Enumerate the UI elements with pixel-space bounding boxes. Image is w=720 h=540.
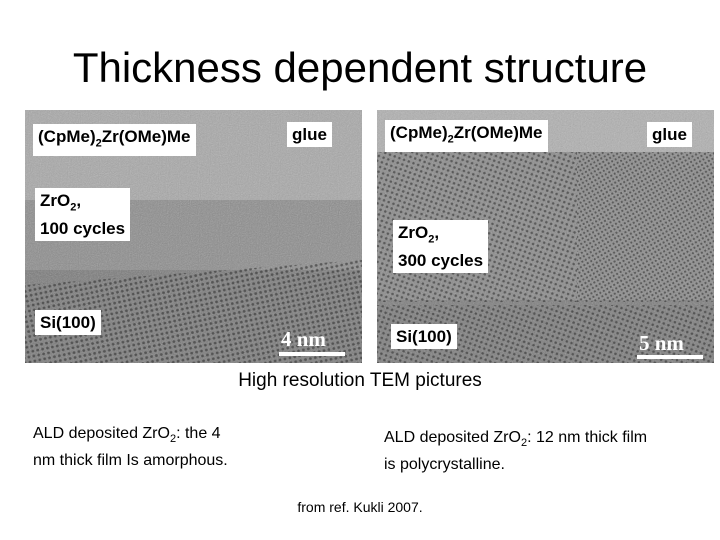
reference-text: from ref. Kukli 2007. xyxy=(297,499,423,515)
right-note: ALD deposited ZrO2: 12 nm thick film is p… xyxy=(384,429,648,474)
tem-image-300-cycles: (CpMe)2Zr(OMe)Me glue ZrO2, 300 cycles Si… xyxy=(377,110,714,363)
substrate-label: Si(100) xyxy=(35,310,101,335)
glue-label: glue xyxy=(287,122,332,147)
substrate-label: Si(100) xyxy=(391,324,457,349)
precursor-label: (CpMe)2Zr(OMe)Me xyxy=(385,120,548,153)
glue-label: glue xyxy=(647,122,692,147)
scale-label: 5 nm xyxy=(639,331,684,355)
scale-label: 4 nm xyxy=(281,327,326,351)
film-label: ZrO2, 100 cycles xyxy=(35,188,131,242)
figure-caption: High resolution TEM pictures xyxy=(238,370,482,391)
left-note: ALD deposited ZrO2: the 4 nm thick film I… xyxy=(33,425,228,470)
slide-title: Thickness dependent structure xyxy=(72,44,648,91)
scale-bar xyxy=(637,355,703,359)
precursor-label: (CpMe)2Zr(OMe)Me xyxy=(33,124,196,157)
tem-image-100-cycles: (CpMe)2Zr(OMe)Me glue ZrO2, 100 cycles Si… xyxy=(25,110,362,363)
scale-bar xyxy=(279,352,345,356)
film-label: ZrO2, 300 cycles xyxy=(393,220,489,274)
